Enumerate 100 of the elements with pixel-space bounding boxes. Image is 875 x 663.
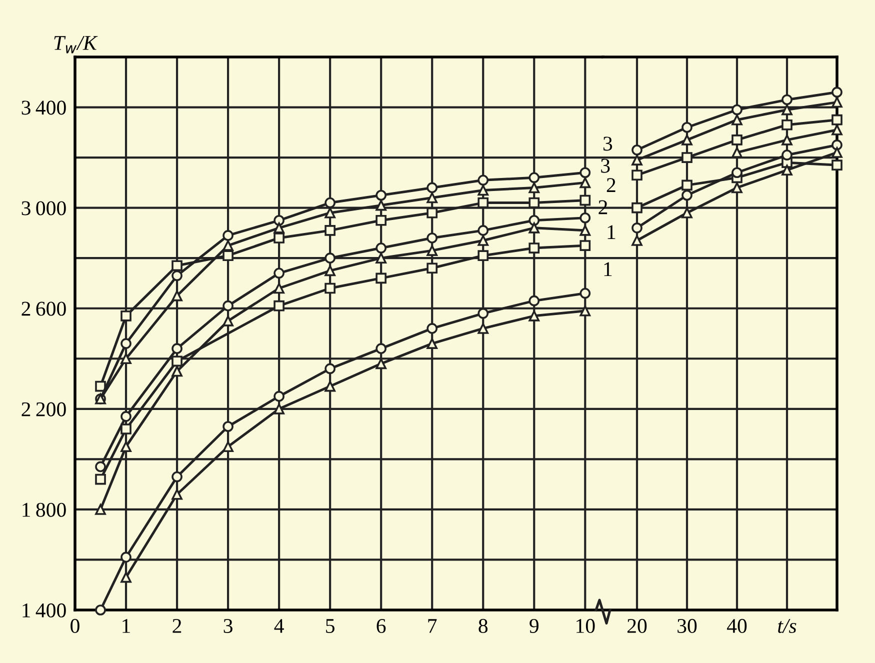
point — [120, 441, 132, 452]
annotation: 1 — [604, 262, 612, 276]
point — [120, 310, 132, 322]
point — [580, 194, 591, 206]
point — [324, 197, 336, 208]
annotation: 1 — [608, 225, 616, 239]
point — [832, 96, 842, 108]
point — [580, 225, 591, 236]
point — [682, 207, 692, 218]
point — [528, 242, 540, 254]
point — [832, 86, 842, 98]
point — [528, 172, 540, 184]
point — [426, 232, 438, 244]
point — [172, 343, 182, 354]
y-tick-label: 1 400 — [22, 603, 66, 618]
x-tick-label: 7 — [428, 619, 437, 633]
point — [376, 200, 387, 211]
point — [376, 190, 387, 201]
y-tick-label: 1 800 — [22, 502, 66, 517]
point — [782, 94, 792, 106]
point — [832, 114, 842, 126]
point — [120, 552, 132, 563]
point — [120, 411, 132, 422]
point — [324, 225, 336, 236]
x-tick-label: 3 — [224, 618, 232, 633]
point — [95, 474, 106, 485]
point — [528, 197, 540, 208]
x-tick-label: 10 — [576, 618, 595, 633]
point — [376, 358, 387, 370]
point — [324, 380, 336, 392]
point — [528, 222, 540, 234]
point — [172, 356, 182, 367]
point — [478, 197, 489, 208]
point — [274, 232, 284, 244]
point — [580, 305, 591, 316]
point — [782, 164, 792, 176]
point — [632, 235, 642, 246]
x-tick-label: 30 — [678, 618, 697, 633]
y-tick-label: 2 200 — [22, 402, 66, 416]
point — [478, 323, 489, 334]
point — [274, 300, 284, 312]
point — [782, 104, 792, 116]
point — [95, 604, 106, 616]
point — [782, 150, 792, 160]
point — [832, 160, 842, 171]
x-tick-label: 9 — [530, 618, 538, 633]
x-tick-label: 2 — [172, 618, 182, 633]
point — [782, 119, 792, 130]
point — [376, 343, 387, 354]
y-axis-title: T$_{w}$/K — [54, 36, 98, 54]
point — [832, 147, 842, 158]
point — [426, 192, 438, 204]
point — [222, 250, 234, 261]
point — [580, 240, 591, 251]
point — [426, 262, 438, 274]
point — [120, 424, 132, 434]
point — [632, 170, 642, 181]
point — [478, 174, 489, 186]
point — [120, 338, 132, 349]
point — [274, 268, 284, 279]
point — [172, 471, 182, 482]
point — [172, 290, 182, 302]
point — [95, 461, 106, 472]
y-tick-label: 2 600 — [22, 302, 66, 316]
point — [376, 272, 387, 284]
point — [324, 282, 336, 294]
point — [528, 310, 540, 322]
point — [528, 214, 540, 226]
point — [274, 282, 284, 294]
point — [580, 212, 591, 224]
point — [376, 214, 387, 226]
point — [426, 245, 438, 256]
point — [732, 114, 742, 126]
point — [632, 144, 642, 156]
point — [172, 488, 182, 500]
point — [732, 182, 742, 194]
point — [172, 270, 182, 282]
point — [632, 222, 642, 234]
point — [222, 300, 234, 312]
point — [324, 207, 336, 218]
point — [222, 421, 234, 432]
point — [528, 182, 540, 194]
point — [478, 225, 489, 236]
point — [426, 323, 438, 334]
point — [478, 308, 489, 319]
point — [324, 363, 336, 374]
point — [682, 190, 692, 201]
x-tick-label: 8 — [478, 618, 488, 633]
point — [832, 124, 842, 136]
x-tick-label: 20 — [628, 618, 647, 633]
point — [172, 366, 182, 377]
point — [528, 295, 540, 306]
point — [682, 180, 692, 191]
point — [324, 265, 336, 276]
point — [732, 134, 742, 146]
annotation: 3 — [603, 136, 612, 151]
annotation: 3 — [601, 158, 610, 173]
point — [274, 390, 284, 402]
point — [120, 572, 132, 583]
point — [324, 252, 336, 264]
